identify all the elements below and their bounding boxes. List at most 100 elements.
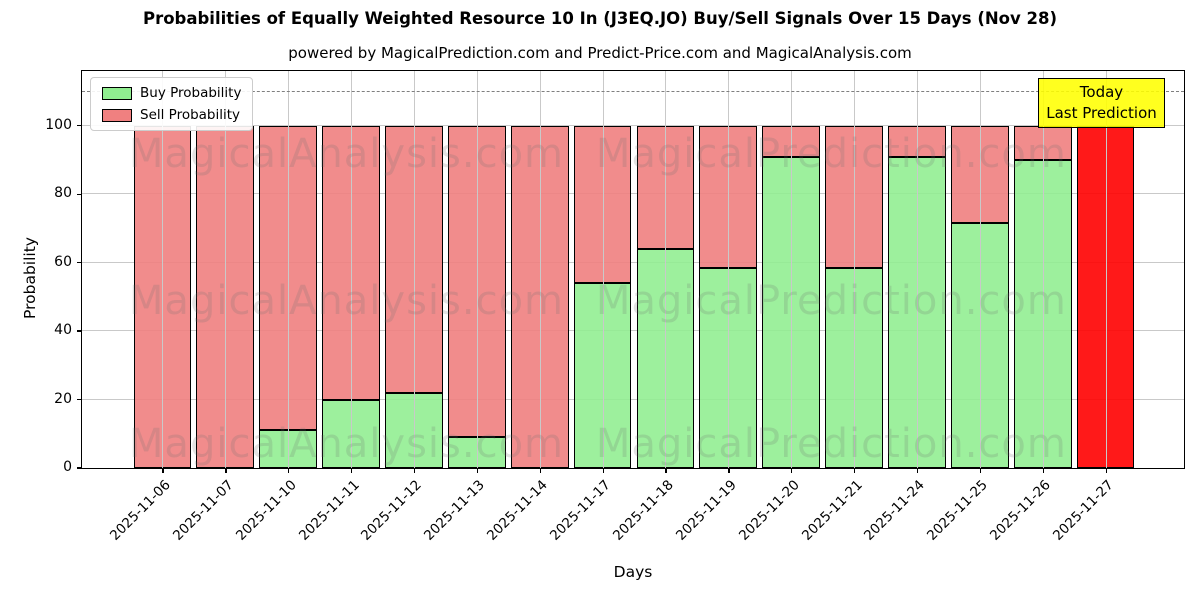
y-tick-label: 80 bbox=[54, 185, 72, 202]
sell-segment bbox=[762, 125, 821, 157]
sell-segment bbox=[825, 125, 883, 268]
bar-2025-11-20: 2025-11-20 bbox=[736, 71, 823, 544]
x-tick-label: 2025-11-18 bbox=[609, 477, 677, 544]
x-tick-label: 2025-11-25 bbox=[924, 477, 992, 544]
x-tick-mark bbox=[728, 468, 730, 473]
y-tick-mark bbox=[77, 467, 82, 469]
buy-segment bbox=[1013, 159, 1072, 468]
bar-2025-11-11: 2025-11-11 bbox=[296, 71, 383, 544]
watermark-text: MagicalPrediction.com bbox=[595, 131, 1067, 178]
gridline-x bbox=[351, 71, 353, 468]
sell-segment bbox=[385, 125, 443, 393]
sell-segment bbox=[573, 125, 632, 284]
bar-2025-11-17: 2025-11-17 bbox=[547, 71, 634, 544]
sell-segment bbox=[133, 125, 192, 468]
watermark-text: MagicalPrediction.com bbox=[595, 421, 1067, 468]
buy-segment bbox=[385, 392, 443, 468]
legend-item-buy: Buy Probability bbox=[102, 85, 241, 101]
x-tick-mark bbox=[791, 468, 793, 473]
bar-2025-11-21: 2025-11-21 bbox=[799, 71, 886, 544]
legend-label-buy: Buy Probability bbox=[140, 85, 242, 101]
x-tick-mark bbox=[225, 468, 227, 473]
bar-2025-11-06: 2025-11-06 bbox=[107, 71, 194, 544]
watermark-text: MagicalAnalysis.com bbox=[128, 131, 565, 178]
x-tick-label: 2025-11-21 bbox=[798, 477, 866, 544]
buy-segment bbox=[888, 156, 946, 468]
y-tick-mark bbox=[77, 125, 82, 127]
x-tick-label: 2025-11-19 bbox=[672, 477, 740, 544]
x-tick-label: 2025-11-06 bbox=[106, 477, 174, 544]
y-tick-label: 60 bbox=[54, 253, 72, 270]
threshold-dashed-line bbox=[82, 90, 1184, 92]
bar-2025-11-18: 2025-11-18 bbox=[610, 71, 697, 544]
gridline-x bbox=[854, 71, 856, 468]
bar-2025-11-19: 2025-11-19 bbox=[673, 71, 760, 544]
gridline-x bbox=[288, 71, 290, 468]
x-tick-label: 2025-11-26 bbox=[987, 477, 1055, 544]
x-tick-label: 2025-11-17 bbox=[547, 477, 614, 544]
gridline-x bbox=[476, 71, 478, 468]
y-tick-label: 20 bbox=[54, 390, 72, 407]
sell-color-swatch bbox=[102, 108, 132, 122]
sell-segment bbox=[888, 125, 946, 157]
sell-segment bbox=[510, 125, 569, 468]
gridline-x bbox=[539, 71, 541, 468]
x-tick-mark bbox=[979, 468, 982, 473]
x-tick-label: 2025-11-10 bbox=[232, 477, 300, 544]
bar-2025-11-24: 2025-11-24 bbox=[861, 71, 949, 544]
x-tick-label: 2025-11-24 bbox=[861, 477, 929, 544]
x-tick-mark bbox=[854, 468, 856, 473]
gridline-x bbox=[665, 71, 667, 468]
bar-2025-11-27: 2025-11-27 bbox=[1050, 71, 1137, 544]
x-tick-mark bbox=[916, 468, 919, 473]
bar-2025-11-10: 2025-11-10 bbox=[233, 71, 320, 544]
x-tick-mark bbox=[351, 468, 353, 473]
y-tick-mark bbox=[77, 398, 82, 401]
buy-color-swatch bbox=[102, 86, 132, 100]
buy-segment bbox=[322, 399, 380, 468]
x-tick-mark bbox=[1042, 468, 1044, 473]
x-tick-label: 2025-11-14 bbox=[484, 477, 552, 544]
gridline-x bbox=[791, 71, 793, 468]
buy-segment bbox=[259, 430, 318, 468]
y-tick-mark bbox=[77, 330, 82, 332]
watermark-text: MagicalPrediction.com bbox=[595, 278, 1067, 325]
bar-2025-11-07: 2025-11-07 bbox=[170, 71, 257, 544]
buy-segment bbox=[950, 223, 1009, 468]
gridline-y bbox=[82, 330, 1184, 332]
annotation-line1: Today bbox=[1079, 83, 1124, 101]
chart-subtitle: powered by MagicalPrediction.com and Pre… bbox=[288, 44, 912, 62]
gridline-x bbox=[979, 71, 981, 468]
buy-segment bbox=[699, 267, 758, 468]
annotation-line2: Last Prediction bbox=[1046, 104, 1157, 122]
x-tick-label: 2025-11-07 bbox=[169, 477, 237, 544]
gridline-y bbox=[82, 124, 1184, 126]
x-tick-mark bbox=[162, 468, 164, 473]
sell-segment bbox=[950, 125, 1009, 224]
gridline-x bbox=[728, 71, 730, 468]
x-tick-mark bbox=[413, 468, 416, 473]
y-tick-mark bbox=[77, 193, 82, 195]
gridline-x bbox=[602, 71, 604, 468]
gridline-y bbox=[82, 398, 1184, 400]
x-tick-mark bbox=[665, 468, 667, 473]
chart-title: Probabilities of Equally Weighted Resour… bbox=[142, 9, 1058, 28]
x-tick-label: 2025-11-27 bbox=[1050, 477, 1117, 544]
today-annotation: Today Last Prediction bbox=[1038, 78, 1165, 128]
gridline-x bbox=[225, 71, 227, 468]
y-tick-label: 40 bbox=[54, 322, 72, 339]
buy-segment bbox=[762, 156, 821, 468]
y-tick-mark bbox=[77, 262, 82, 264]
y-axis-label: Probability bbox=[21, 237, 39, 319]
x-tick-mark bbox=[539, 468, 541, 473]
sell-segment bbox=[699, 125, 758, 268]
y-tick-label: 0 bbox=[63, 459, 72, 475]
x-tick-label: 2025-11-12 bbox=[358, 477, 426, 544]
gridline-x bbox=[916, 71, 918, 468]
sell-segment bbox=[322, 125, 380, 400]
legend: Buy Probability Sell Probability bbox=[90, 77, 254, 131]
watermark-text: MagicalAnalysis.com bbox=[128, 278, 565, 325]
gridline-x bbox=[413, 71, 415, 468]
x-tick-mark bbox=[1105, 468, 1107, 473]
